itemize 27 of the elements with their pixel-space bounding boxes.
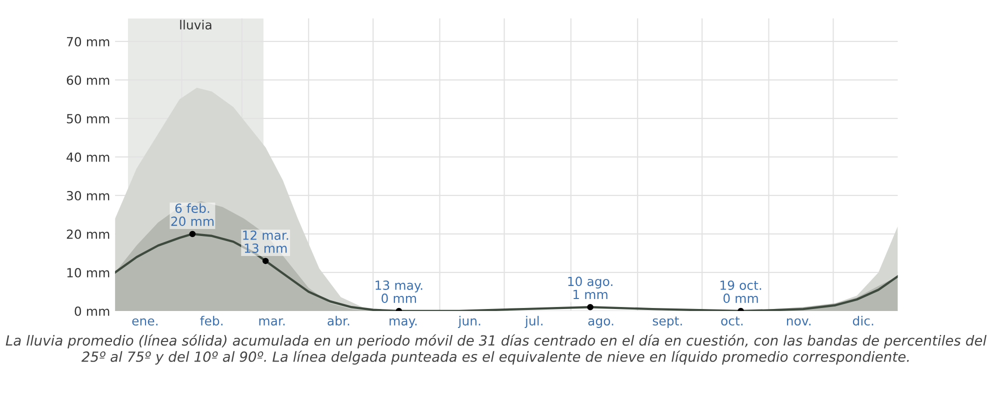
x-tick-label: dic. bbox=[852, 316, 874, 326]
x-tick-label: abr. bbox=[328, 316, 350, 326]
annotation: 13 may. 0 mm bbox=[376, 280, 422, 304]
y-tick-label: 60 mm bbox=[66, 75, 110, 85]
y-tick-label: 40 mm bbox=[66, 152, 110, 162]
annotation: 12 mar. 13 mm bbox=[243, 230, 288, 253]
annotation: 6 feb. 20 mm bbox=[171, 203, 214, 226]
x-tick-label: sept. bbox=[652, 316, 682, 328]
x-tick-label: feb. bbox=[200, 316, 222, 326]
x-tick-label: jun. bbox=[458, 316, 480, 328]
band-label: lluvia bbox=[180, 20, 212, 30]
text: La lluvia promedio (línea sólida) acumulada en un periodo móvil de 31 días centrado en el día en cuestión, con las bandas de percentiles del 25º al 75º y del 10º al 90º. La línea delgada punteada es el equivalente de nieve en líquido promedio correspondiente. bbox=[6, 334, 987, 365]
annotation: 10 ago. 1 mm bbox=[568, 276, 612, 299]
y-tick-label: 20 mm bbox=[66, 229, 110, 239]
x-tick-label: mar. bbox=[259, 318, 285, 326]
x-tick-label: oct. bbox=[721, 316, 743, 326]
x-tick-label: nov. bbox=[786, 318, 810, 326]
x-tick-label: may. bbox=[390, 318, 417, 328]
x-tick-label: ene. bbox=[132, 318, 158, 326]
y-tick-label: 0 mm bbox=[74, 306, 110, 316]
y-tick-label: 30 mm bbox=[66, 190, 110, 200]
annotation: 19 oct. 0 mm bbox=[720, 280, 762, 304]
x-tick-label: ago. bbox=[588, 318, 614, 328]
y-tick-label: 50 mm bbox=[66, 114, 110, 124]
y-tick-label: 10 mm bbox=[67, 268, 110, 278]
x-tick-label: jul. bbox=[524, 316, 542, 328]
y-tick-label: 70 mm bbox=[67, 36, 110, 46]
